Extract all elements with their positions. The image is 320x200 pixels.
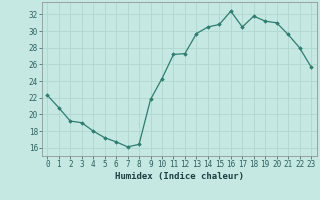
- X-axis label: Humidex (Indice chaleur): Humidex (Indice chaleur): [115, 172, 244, 181]
